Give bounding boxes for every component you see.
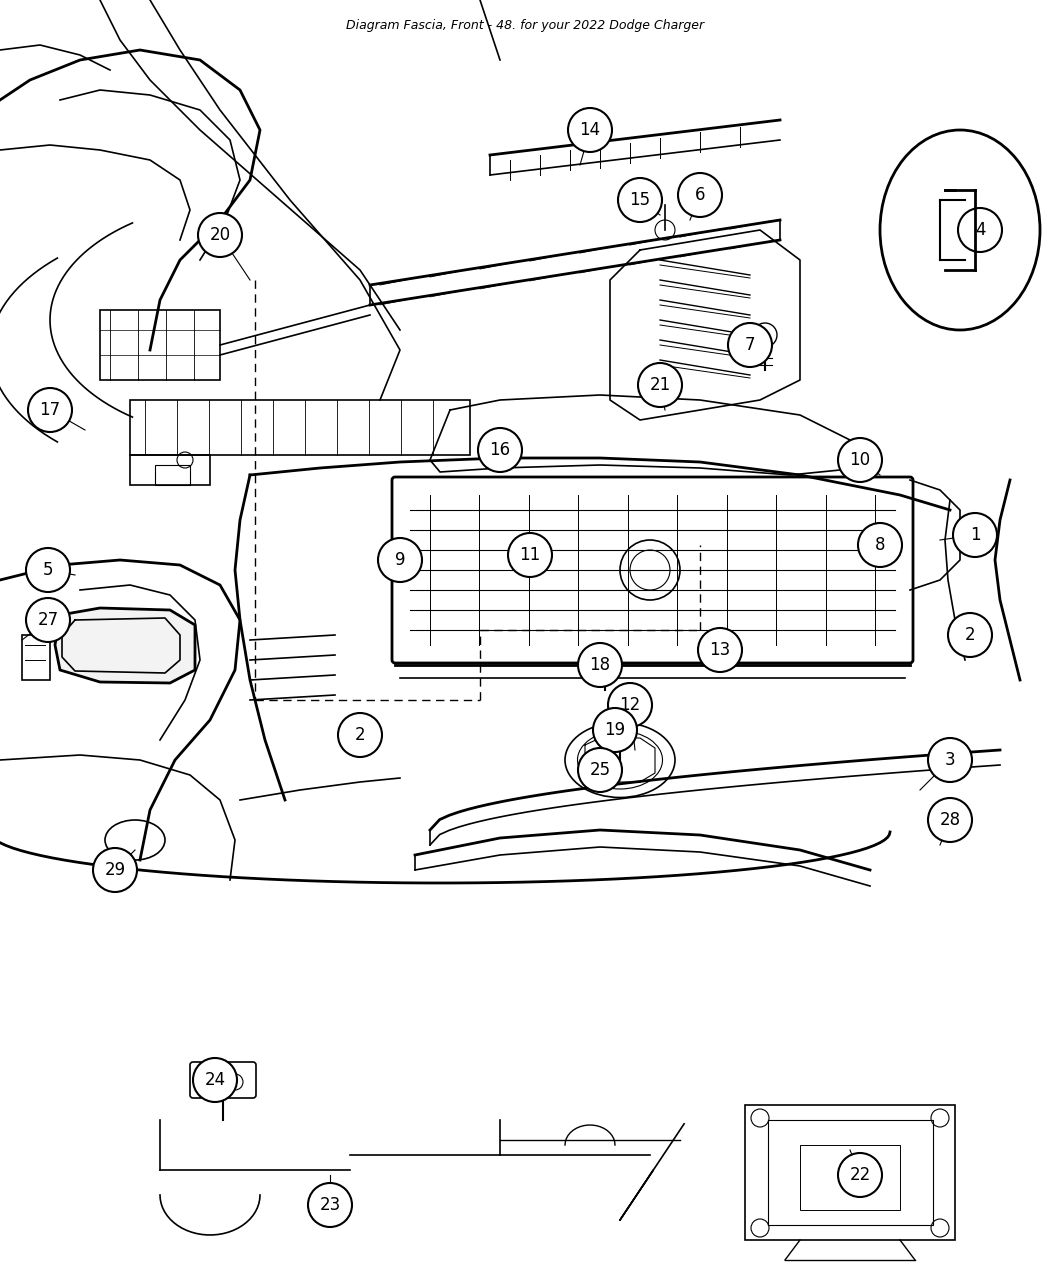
Text: 6: 6 [695,186,706,204]
Bar [155,465,190,484]
Circle shape [378,538,422,581]
Text: 2: 2 [965,626,975,644]
Circle shape [338,713,382,757]
Text: 2: 2 [355,725,365,745]
Text: 29: 29 [104,861,126,878]
Text: 3: 3 [945,751,956,769]
Circle shape [728,323,772,367]
Text: 27: 27 [38,611,59,629]
Circle shape [193,1058,237,1102]
Circle shape [678,173,722,217]
Circle shape [838,439,882,482]
Circle shape [858,523,902,567]
Text: 21: 21 [649,376,671,394]
Circle shape [93,848,136,892]
Circle shape [508,533,552,578]
Circle shape [28,388,72,432]
Text: 23: 23 [319,1196,340,1214]
Circle shape [198,213,242,258]
Circle shape [26,548,70,592]
Circle shape [928,738,972,782]
Text: Diagram Fascia, Front - 48. for your 2022 Dodge Charger: Diagram Fascia, Front - 48. for your 202… [345,19,705,32]
Text: 25: 25 [589,761,610,779]
Circle shape [595,645,615,666]
Circle shape [308,1183,352,1227]
Text: 11: 11 [520,546,541,564]
Text: 18: 18 [589,657,610,674]
Circle shape [638,363,682,407]
Text: 15: 15 [629,191,651,209]
Text: 5: 5 [43,561,54,579]
Text: 17: 17 [40,402,61,419]
Text: 24: 24 [205,1071,226,1089]
Bar [130,455,210,484]
Circle shape [608,706,632,731]
Circle shape [593,708,637,752]
Circle shape [958,208,1002,252]
Text: 14: 14 [580,121,601,139]
Text: 16: 16 [489,441,510,459]
Bar [100,310,220,380]
Bar [22,635,50,680]
Circle shape [953,513,997,557]
Circle shape [928,798,972,842]
Text: 4: 4 [974,221,985,238]
Text: 19: 19 [605,720,626,739]
Circle shape [948,613,992,657]
Circle shape [838,1153,882,1197]
Bar [746,1105,956,1241]
Bar [768,1119,933,1225]
Bar [800,1145,900,1210]
Polygon shape [55,608,195,683]
Text: 7: 7 [744,337,755,354]
Circle shape [26,598,70,643]
Circle shape [618,179,662,222]
Circle shape [608,683,652,727]
Text: 9: 9 [395,551,405,569]
Circle shape [753,323,777,347]
Circle shape [578,643,622,687]
Text: 12: 12 [620,696,640,714]
Text: 20: 20 [209,226,231,244]
Text: 13: 13 [710,641,731,659]
Circle shape [578,748,622,792]
Circle shape [568,108,612,152]
Circle shape [478,428,522,472]
Text: 22: 22 [849,1167,870,1184]
Text: 1: 1 [970,527,981,544]
Text: 28: 28 [940,811,961,829]
Bar [130,400,470,455]
Circle shape [698,629,742,672]
Text: 10: 10 [849,451,870,469]
Text: 8: 8 [875,536,885,555]
